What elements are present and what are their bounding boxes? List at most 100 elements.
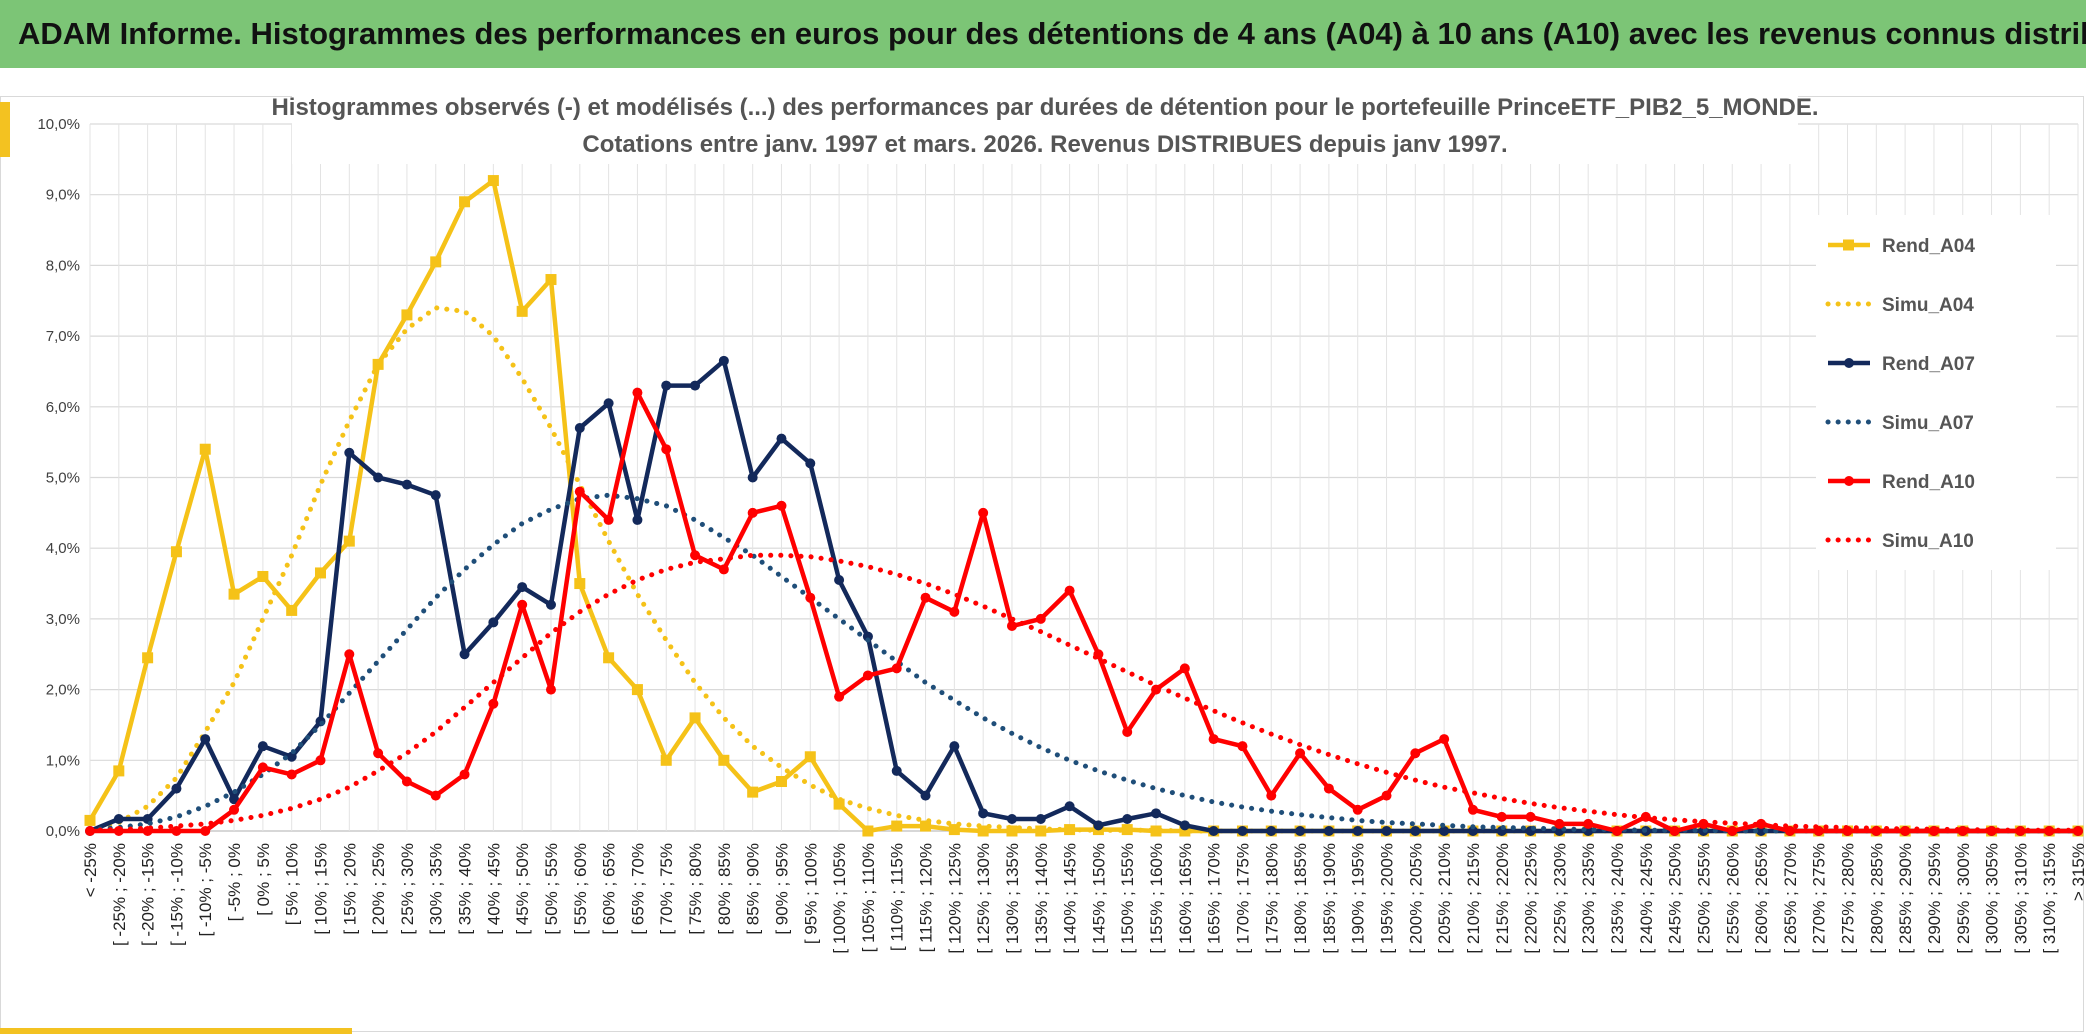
- data-point: [661, 380, 672, 391]
- data-point: [199, 443, 211, 455]
- x-tick-label: [ 260% ; 265%: [1752, 843, 1771, 954]
- data-point: [1381, 790, 1392, 801]
- x-tick-label: [ 100% ; 105%: [830, 843, 849, 954]
- data-point: [747, 472, 758, 483]
- x-tick-label: [ 255% ; 260%: [1723, 843, 1742, 954]
- x-tick-label: [ 130% ; 135%: [1003, 843, 1022, 954]
- data-point: [545, 684, 556, 695]
- data-point: [978, 808, 989, 819]
- data-point: [257, 741, 268, 752]
- data-point: [1035, 613, 1046, 624]
- accent-bar-top: [0, 102, 10, 157]
- page-title: ADAM Informe. Histogrammes des performan…: [18, 16, 2086, 51]
- data-point: [344, 447, 355, 458]
- x-tick-label: > 315%: [2069, 843, 2086, 901]
- x-tick-label: [ 0% ; 5%: [254, 843, 273, 916]
- x-tick-label: [ 35% ; 40%: [456, 843, 475, 935]
- data-point: [775, 776, 787, 788]
- data-point: [430, 790, 441, 801]
- data-point: [373, 472, 384, 483]
- data-point: [660, 754, 672, 766]
- data-point: [200, 826, 211, 836]
- legend-label: Rend_A04: [1882, 236, 1975, 257]
- x-tick-label: [ 285% ; 290%: [1896, 843, 1915, 954]
- x-tick-label: [ 295% ; 300%: [1954, 843, 1973, 954]
- data-point: [690, 550, 701, 561]
- legend-marker: [1844, 476, 1854, 486]
- data-point: [689, 712, 701, 724]
- data-point: [1266, 790, 1277, 801]
- x-tick-label: [ 290% ; 295%: [1925, 843, 1944, 954]
- data-point: [1237, 741, 1248, 752]
- data-point: [1237, 826, 1248, 836]
- data-point: [1352, 804, 1363, 815]
- data-point: [1064, 801, 1075, 812]
- data-point: [1266, 826, 1277, 836]
- data-point: [286, 751, 297, 762]
- data-point: [517, 599, 528, 610]
- legend-label: Simu_A10: [1882, 531, 1974, 552]
- x-tick-label: [ -25% ; -20%: [110, 843, 129, 946]
- data-point: [574, 578, 586, 590]
- data-point: [718, 754, 730, 766]
- x-tick-label: [ 195% ; 200%: [1378, 843, 1397, 954]
- data-point: [200, 734, 211, 745]
- x-tick-label: [ 115% ; 120%: [917, 843, 936, 952]
- x-tick-label: [ 70% ; 75%: [657, 843, 676, 935]
- x-tick-label: [ 150% ; 155%: [1118, 843, 1137, 954]
- x-tick-label: [ 270% ; 275%: [1810, 843, 1829, 954]
- x-tick-label: [ 155% ; 160%: [1147, 843, 1166, 954]
- data-point: [488, 698, 499, 709]
- data-point: [574, 486, 585, 497]
- x-tick-label: [ 240% ; 245%: [1637, 843, 1656, 954]
- data-point: [776, 500, 787, 511]
- data-point: [978, 507, 989, 518]
- data-point: [257, 570, 269, 582]
- data-point: [113, 813, 124, 824]
- data-point: [1122, 813, 1133, 824]
- data-point: [776, 433, 787, 444]
- x-tick-label: [ 225% ; 230%: [1550, 843, 1569, 954]
- data-point: [1151, 808, 1162, 819]
- data-point: [603, 652, 615, 664]
- legend-label: Rend_A07: [1882, 354, 1975, 375]
- legend-label: Simu_A04: [1882, 295, 1974, 316]
- title-background: [292, 92, 1798, 164]
- x-tick-label: [ 275% ; 280%: [1839, 843, 1858, 954]
- data-point: [891, 663, 902, 674]
- x-tick-label: [ 140% ; 145%: [1061, 843, 1080, 954]
- data-point: [84, 814, 96, 826]
- x-tick-label: [ 10% ; 15%: [311, 843, 330, 935]
- x-tick-label: [ 200% ; 205%: [1406, 843, 1425, 954]
- data-point: [401, 776, 412, 787]
- data-point: [920, 820, 932, 832]
- data-point: [1352, 826, 1363, 836]
- data-point: [1669, 826, 1680, 836]
- data-point: [257, 762, 268, 773]
- data-point: [1179, 663, 1190, 674]
- data-point: [401, 479, 412, 490]
- data-point: [517, 582, 528, 593]
- series-line-rend-a04: [88, 178, 2078, 834]
- data-point: [805, 458, 816, 469]
- data-point: [949, 606, 960, 617]
- x-tick-label: [ 60% ; 65%: [600, 843, 619, 935]
- data-point: [603, 514, 614, 525]
- x-tick-label: [ 230% ; 235%: [1579, 843, 1598, 954]
- y-tick-label: 3,0%: [46, 611, 80, 628]
- data-point: [1727, 826, 1738, 836]
- legend: Rend_A04 Simu_A04 Rend_A07 Simu_A07 Rend_A10…: [1825, 236, 1975, 552]
- x-tick-label: [ 235% ; 240%: [1608, 843, 1627, 954]
- x-tick-label: [ 220% ; 225%: [1522, 843, 1541, 954]
- data-point: [862, 825, 874, 837]
- data-point: [920, 790, 931, 801]
- x-tick-label: [ 45% ; 50%: [513, 843, 532, 935]
- data-point: [1295, 826, 1306, 836]
- data-point: [113, 765, 125, 777]
- data-point: [1150, 825, 1162, 837]
- data-point: [1179, 820, 1190, 831]
- data-point: [834, 691, 845, 702]
- data-point: [229, 804, 240, 815]
- x-tick-label: < -25%: [81, 843, 100, 897]
